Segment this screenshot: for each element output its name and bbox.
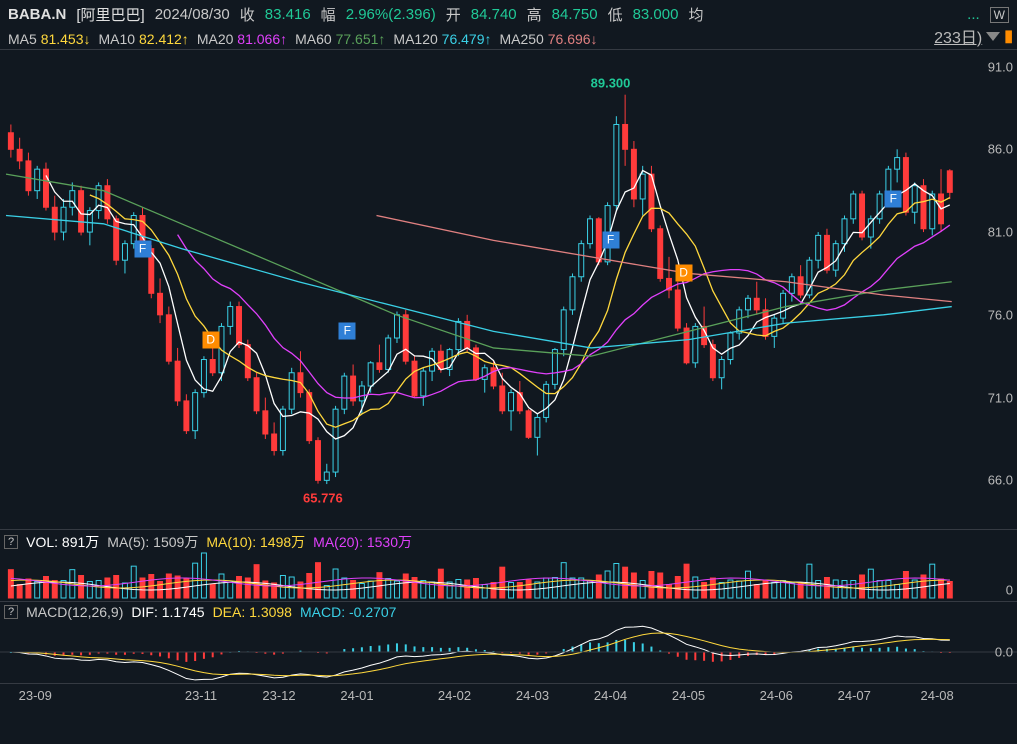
vol-ma20-label: MA(20): <box>313 534 363 550</box>
dea-value: 1.3098 <box>249 604 292 620</box>
quote-date: 2024/08/30 <box>155 6 230 23</box>
dif-value: 1.1745 <box>162 604 205 620</box>
vol-ytick: 0 <box>1006 583 1013 598</box>
vol-ma20-value: 1530万 <box>367 534 412 550</box>
ticker: BABA.N <box>8 6 66 23</box>
dea-label: DEA: <box>213 604 246 620</box>
marker-d: D <box>202 331 219 348</box>
price-annotation: 89.300 <box>591 75 631 90</box>
x-axis: 23-09 23-11 23-12 24-01 24-02 24-03 24-04 24-05… <box>0 683 1017 711</box>
vol-ma5-value: 1509万 <box>153 534 198 550</box>
x-tick: 24-08 <box>921 688 954 703</box>
quote-header: BABA.N [阿里巴巴] 2024/08/30 收 83.416 幅 2.96… <box>0 0 1017 29</box>
close-value: 83.416 <box>265 6 311 23</box>
price-ytick: 76.0 <box>988 307 1013 322</box>
ma-item: MA5 81.453↓ <box>8 31 91 47</box>
low-label: 低 <box>608 4 623 25</box>
x-tick: 23-12 <box>262 688 295 703</box>
pct-value: 2.96%(2.396) <box>346 6 436 23</box>
ma-item: MA10 82.412↑ <box>99 31 189 47</box>
pct-label: 幅 <box>321 4 336 25</box>
orange-bar-icon: ▮ <box>1004 26 1013 46</box>
x-tick: 24-06 <box>760 688 793 703</box>
ma-item: MA250 76.696↓ <box>499 31 597 47</box>
price-ytick: 71.0 <box>988 390 1013 405</box>
help-icon[interactable]: ? <box>4 605 18 619</box>
chevron-down-icon[interactable] <box>986 32 1000 41</box>
avg-label: 均 <box>688 4 703 25</box>
low-value: 83.000 <box>633 6 679 23</box>
volume-pane[interactable]: ? VOL: 891万 MA(5): 1509万 MA(10): 1498万 M… <box>0 529 1017 601</box>
high-label: 高 <box>527 4 542 25</box>
marker-f: F <box>134 240 151 257</box>
price-annotation: 65.776 <box>303 491 343 506</box>
ma-item: MA20 81.066↑ <box>197 31 287 47</box>
x-tick: 24-04 <box>594 688 627 703</box>
help-icon[interactable]: ? <box>4 535 18 549</box>
more-dots[interactable]: ... <box>967 6 980 23</box>
high-value: 84.750 <box>552 6 598 23</box>
marker-f: F <box>885 190 902 207</box>
dif-label: DIF: <box>131 604 157 620</box>
x-tick: 24-02 <box>438 688 471 703</box>
x-tick: 24-03 <box>516 688 549 703</box>
macd-label: MACD(12,26,9) <box>26 604 123 620</box>
macd-hist-value: -0.2707 <box>349 604 396 620</box>
ticker-name: [阿里巴巴] <box>76 4 144 25</box>
x-tick: 23-09 <box>19 688 52 703</box>
macd-pane[interactable]: ? MACD(12,26,9) DIF: 1.1745 DEA: 1.3098 … <box>0 601 1017 683</box>
vol-ma10-value: 1498万 <box>260 534 305 550</box>
vol-ma10-label: MA(10): <box>206 534 256 550</box>
marker-f: F <box>602 232 619 249</box>
ma-item: MA120 76.479↑ <box>393 31 491 47</box>
x-tick: 24-05 <box>672 688 705 703</box>
macd-ytick: 0.0 <box>995 645 1013 660</box>
open-value: 84.740 <box>471 6 517 23</box>
header-right-extra: 233日) ▮ <box>934 24 1013 48</box>
price-ytick: 66.0 <box>988 473 1013 488</box>
marker-d: D <box>675 265 692 282</box>
vol-ma5-label: MA(5): <box>107 534 149 550</box>
vol-value: 891万 <box>62 534 99 550</box>
ma-row: MA5 81.453↓ MA10 82.412↑ MA20 81.066↑ MA60 … <box>0 29 1017 49</box>
macd-hist-label: MACD: <box>300 604 345 620</box>
x-tick: 24-01 <box>340 688 373 703</box>
price-ytick: 91.0 <box>988 59 1013 74</box>
x-tick: 24-07 <box>838 688 871 703</box>
vol-label: VOL: <box>26 534 58 550</box>
price-chart[interactable]: 66.0 71.0 76.0 81.0 86.0 91.0 89.300 65.776 F D F F… <box>0 49 1017 529</box>
ma-item: MA60 77.651↑ <box>295 31 385 47</box>
open-label: 开 <box>446 4 461 25</box>
marker-f: F <box>339 323 356 340</box>
price-ytick: 86.0 <box>988 142 1013 157</box>
x-tick: 23-11 <box>185 688 217 703</box>
close-label: 收 <box>240 4 255 25</box>
period-w-icon[interactable]: W <box>990 7 1009 23</box>
price-ytick: 81.0 <box>988 225 1013 240</box>
extra-right-text: 233日) <box>934 24 982 48</box>
